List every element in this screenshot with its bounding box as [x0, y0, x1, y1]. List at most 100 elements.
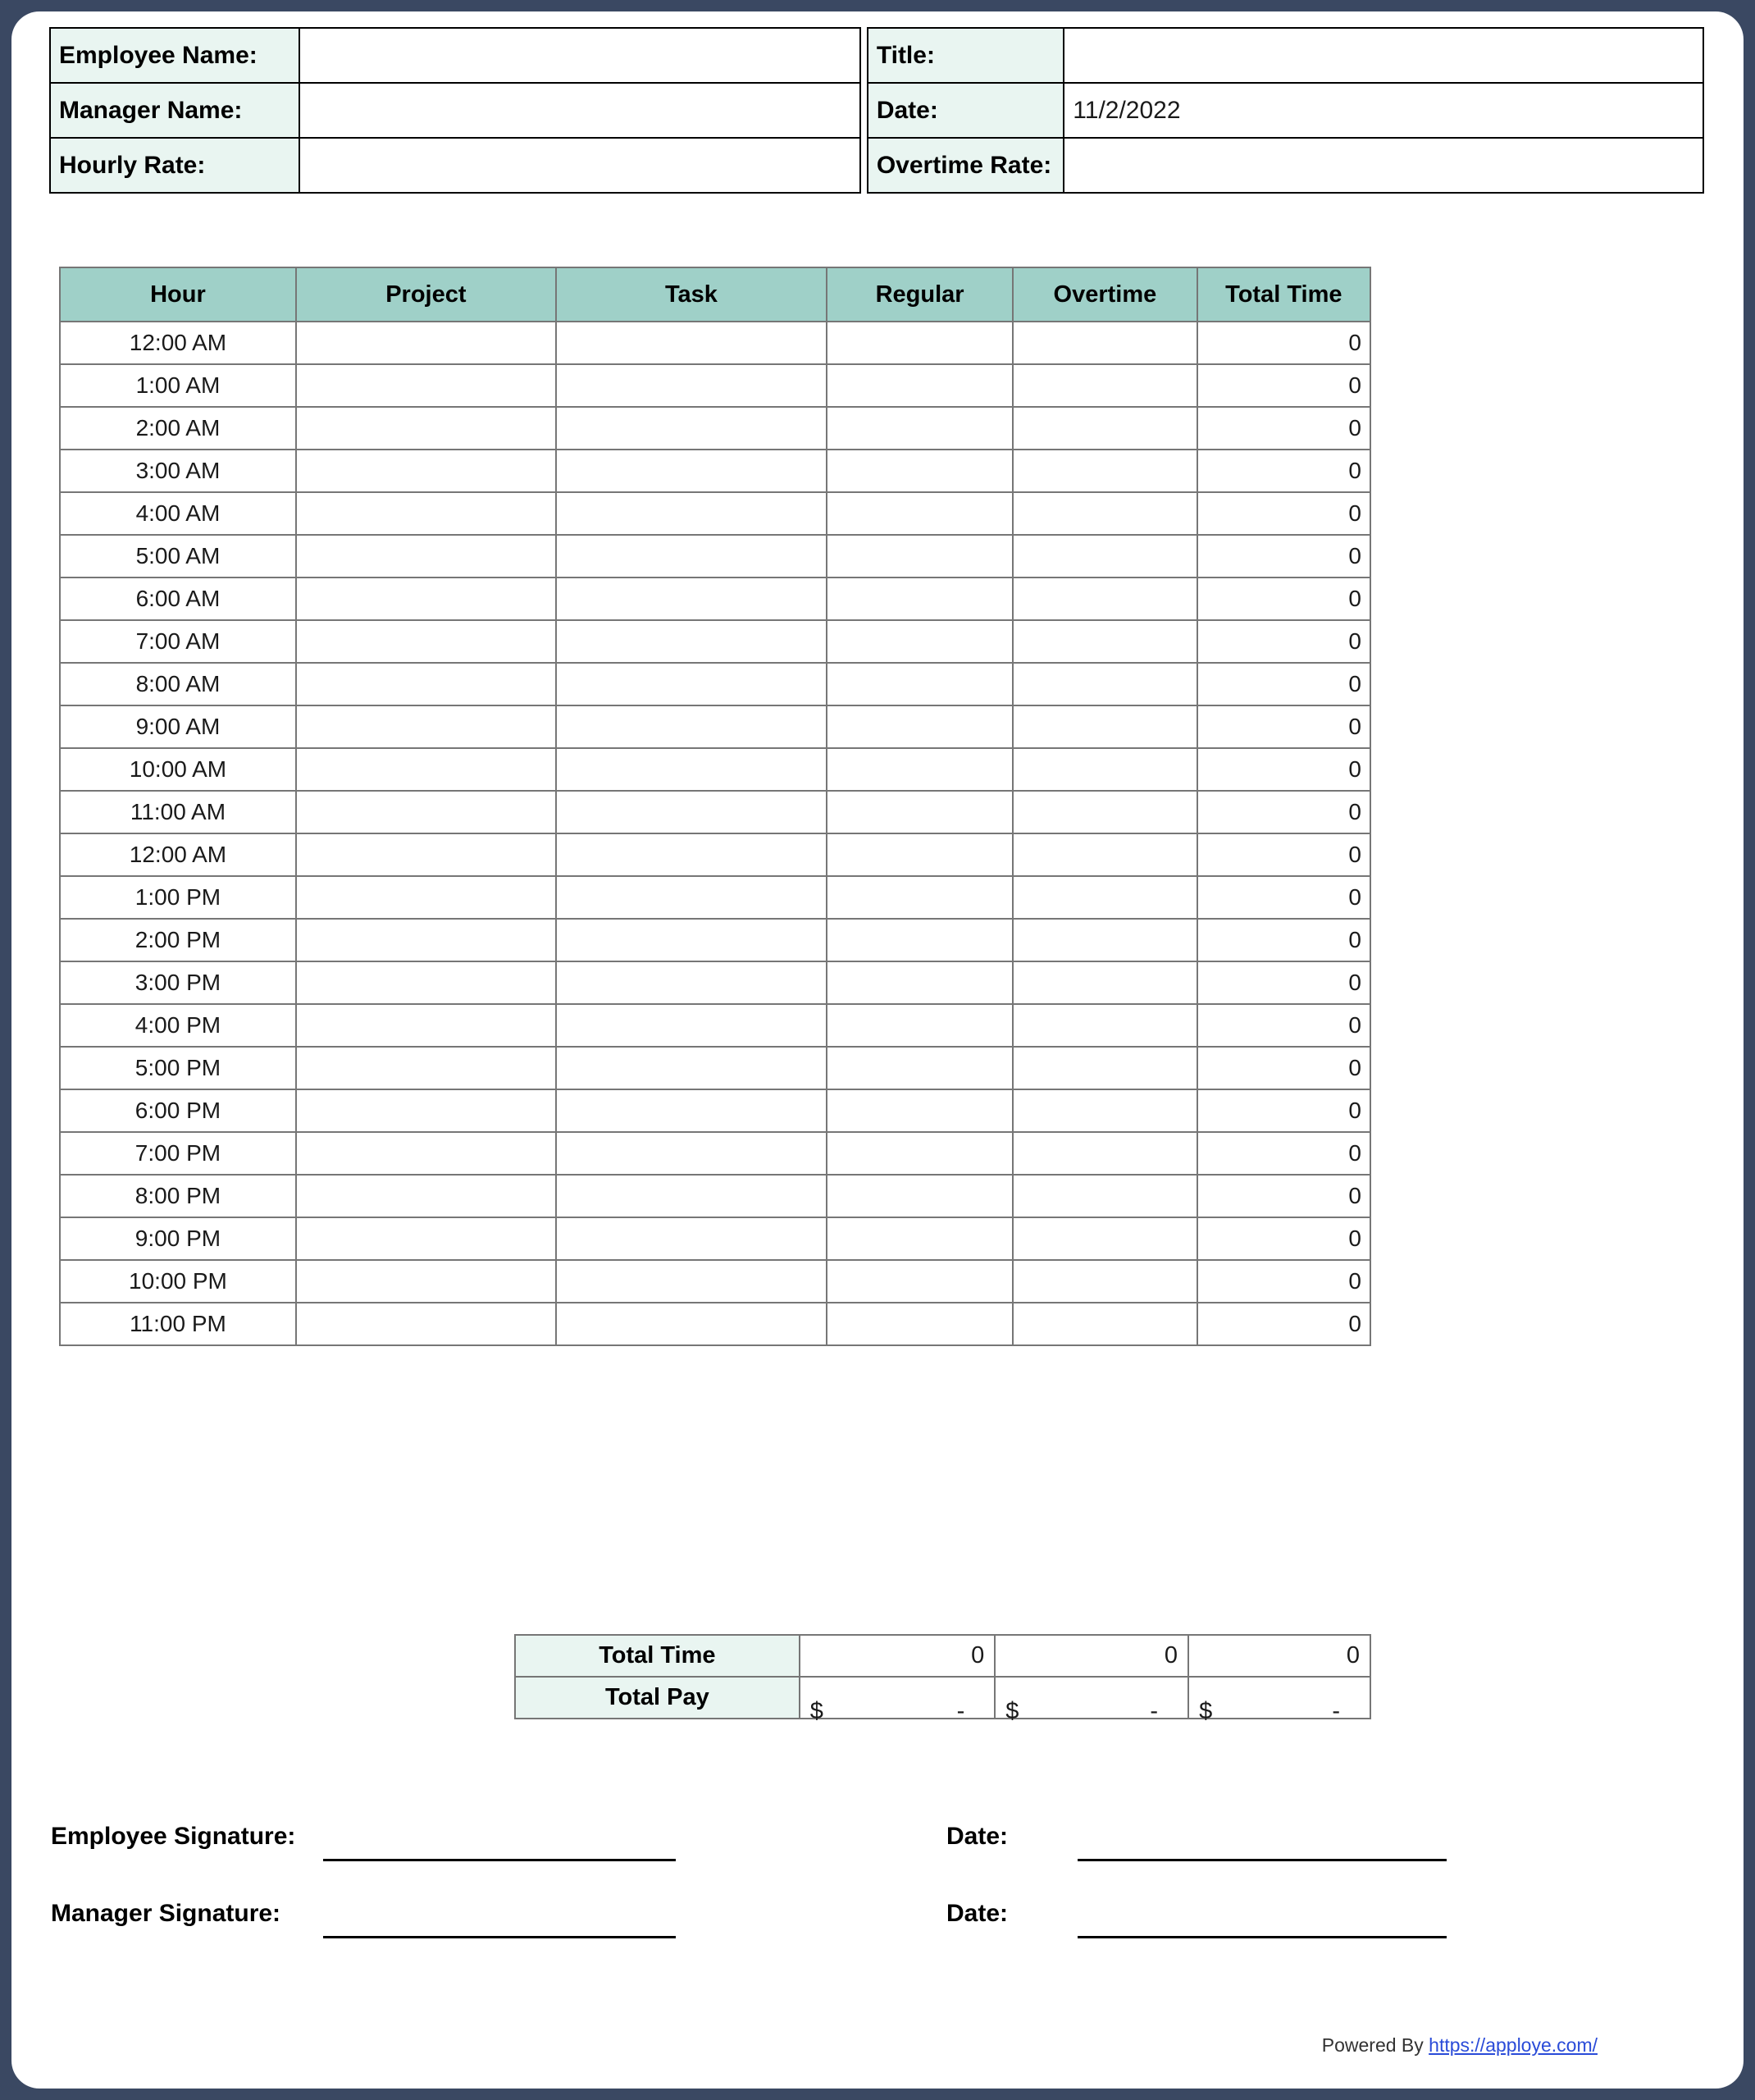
cell-regular[interactable] — [825, 321, 1014, 365]
cell-project[interactable] — [294, 363, 557, 408]
cell-task[interactable] — [554, 1174, 828, 1218]
title-field[interactable] — [1063, 27, 1704, 84]
manager-signature-line[interactable] — [323, 1936, 676, 1938]
cell-overtime[interactable] — [1012, 705, 1198, 749]
cell-project[interactable] — [294, 321, 557, 365]
cell-overtime[interactable] — [1012, 491, 1198, 536]
cell-regular[interactable] — [825, 790, 1014, 834]
cell-overtime[interactable] — [1012, 1259, 1198, 1303]
cell-project[interactable] — [294, 1174, 557, 1218]
cell-task[interactable] — [554, 1003, 828, 1048]
cell-project[interactable] — [294, 790, 557, 834]
cell-overtime[interactable] — [1012, 918, 1198, 962]
cell-task[interactable] — [554, 1131, 828, 1176]
cell-regular[interactable] — [825, 619, 1014, 664]
cell-project[interactable] — [294, 1046, 557, 1090]
cell-regular[interactable] — [825, 1046, 1014, 1090]
hourly-rate-field[interactable] — [298, 137, 862, 194]
cell-task[interactable] — [554, 449, 828, 493]
cell-task[interactable] — [554, 790, 828, 834]
cell-regular[interactable] — [825, 449, 1014, 493]
employee-signature-line[interactable] — [323, 1859, 676, 1861]
cell-project[interactable] — [294, 491, 557, 536]
cell-regular[interactable] — [825, 662, 1014, 706]
cell-regular[interactable] — [825, 491, 1014, 536]
cell-project[interactable] — [294, 449, 557, 493]
cell-overtime[interactable] — [1012, 1089, 1198, 1133]
cell-task[interactable] — [554, 1302, 828, 1346]
cell-regular[interactable] — [825, 747, 1014, 792]
cell-overtime[interactable] — [1012, 363, 1198, 408]
cell-overtime[interactable] — [1012, 1003, 1198, 1048]
employee-signature-date-line[interactable] — [1078, 1859, 1447, 1861]
cell-overtime[interactable] — [1012, 1217, 1198, 1261]
cell-project[interactable] — [294, 662, 557, 706]
cell-regular[interactable] — [825, 833, 1014, 877]
cell-overtime[interactable] — [1012, 619, 1198, 664]
cell-overtime[interactable] — [1012, 662, 1198, 706]
cell-overtime[interactable] — [1012, 875, 1198, 920]
cell-regular[interactable] — [825, 918, 1014, 962]
cell-task[interactable] — [554, 406, 828, 450]
cell-regular[interactable] — [825, 1003, 1014, 1048]
cell-regular[interactable] — [825, 1217, 1014, 1261]
cell-overtime[interactable] — [1012, 577, 1198, 621]
cell-overtime[interactable] — [1012, 449, 1198, 493]
cell-regular[interactable] — [825, 1174, 1014, 1218]
cell-overtime[interactable] — [1012, 790, 1198, 834]
cell-regular[interactable] — [825, 705, 1014, 749]
cell-task[interactable] — [554, 662, 828, 706]
cell-task[interactable] — [554, 363, 828, 408]
cell-task[interactable] — [554, 577, 828, 621]
cell-regular[interactable] — [825, 1259, 1014, 1303]
cell-task[interactable] — [554, 918, 828, 962]
cell-overtime[interactable] — [1012, 1046, 1198, 1090]
cell-overtime[interactable] — [1012, 1174, 1198, 1218]
cell-project[interactable] — [294, 1259, 557, 1303]
cell-task[interactable] — [554, 1217, 828, 1261]
cell-task[interactable] — [554, 705, 828, 749]
employee-name-field[interactable] — [298, 27, 862, 84]
cell-project[interactable] — [294, 833, 557, 877]
cell-project[interactable] — [294, 961, 557, 1005]
cell-regular[interactable] — [825, 1131, 1014, 1176]
cell-project[interactable] — [294, 406, 557, 450]
cell-project[interactable] — [294, 534, 557, 578]
cell-task[interactable] — [554, 875, 828, 920]
cell-regular[interactable] — [825, 875, 1014, 920]
cell-regular[interactable] — [825, 577, 1014, 621]
cell-overtime[interactable] — [1012, 406, 1198, 450]
cell-task[interactable] — [554, 619, 828, 664]
cell-project[interactable] — [294, 747, 557, 792]
cell-project[interactable] — [294, 577, 557, 621]
cell-task[interactable] — [554, 491, 828, 536]
cell-task[interactable] — [554, 1259, 828, 1303]
cell-project[interactable] — [294, 875, 557, 920]
cell-regular[interactable] — [825, 406, 1014, 450]
manager-signature-date-line[interactable] — [1078, 1936, 1447, 1938]
cell-regular[interactable] — [825, 1089, 1014, 1133]
cell-project[interactable] — [294, 619, 557, 664]
cell-regular[interactable] — [825, 534, 1014, 578]
cell-overtime[interactable] — [1012, 833, 1198, 877]
cell-overtime[interactable] — [1012, 534, 1198, 578]
cell-overtime[interactable] — [1012, 961, 1198, 1005]
cell-project[interactable] — [294, 918, 557, 962]
overtime-rate-field[interactable] — [1063, 137, 1704, 194]
apploye-link[interactable]: https://apploye.com/ — [1429, 2034, 1598, 2056]
cell-project[interactable] — [294, 705, 557, 749]
cell-overtime[interactable] — [1012, 1131, 1198, 1176]
cell-project[interactable] — [294, 1217, 557, 1261]
cell-task[interactable] — [554, 1046, 828, 1090]
cell-overtime[interactable] — [1012, 1302, 1198, 1346]
cell-project[interactable] — [294, 1003, 557, 1048]
cell-regular[interactable] — [825, 961, 1014, 1005]
cell-regular[interactable] — [825, 1302, 1014, 1346]
cell-task[interactable] — [554, 747, 828, 792]
cell-task[interactable] — [554, 961, 828, 1005]
cell-project[interactable] — [294, 1131, 557, 1176]
cell-task[interactable] — [554, 1089, 828, 1133]
manager-name-field[interactable] — [298, 82, 862, 139]
cell-task[interactable] — [554, 833, 828, 877]
cell-task[interactable] — [554, 534, 828, 578]
